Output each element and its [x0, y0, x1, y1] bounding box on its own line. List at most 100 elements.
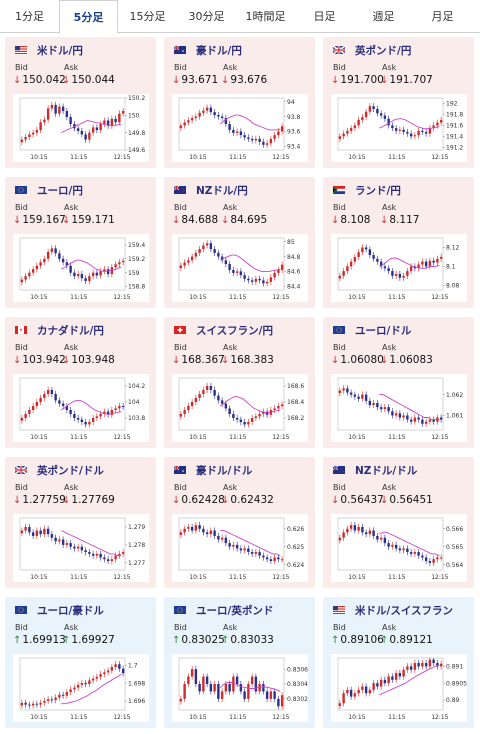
rate-card[interactable]: カナダドル/円 Bid Ask ↓103.942 ↓103.948 104.2 104 103… — [5, 317, 156, 448]
rate-card[interactable]: 英ポンド/円 Bid Ask ↓191.700 ↓191.707 192 191.8 191.… — [323, 37, 474, 168]
candle — [209, 684, 213, 692]
candle — [110, 118, 114, 126]
candle — [391, 411, 394, 416]
pair-title[interactable]: 豪ドル/円 — [174, 43, 242, 58]
pair-title[interactable]: 米ドル/スイスフラン — [333, 603, 453, 618]
candle — [254, 676, 258, 692]
pair-title[interactable]: ユーロ/円 — [15, 183, 83, 198]
candle — [346, 689, 349, 694]
candle — [190, 669, 194, 677]
y-tick-label: 1.062 — [446, 392, 463, 399]
candle — [209, 530, 213, 535]
tab-7[interactable]: 週足 — [372, 10, 395, 23]
tab-2[interactable]: 5分足 — [59, 0, 118, 34]
pair-title[interactable]: カナダドル/円 — [15, 323, 104, 338]
rate-card[interactable]: NZドル/円 Bid Ask ↓84.688 ↓84.695 85 84.8 84.6 84.4… — [164, 177, 315, 308]
pair-title[interactable]: 英ポンド/円 — [333, 43, 411, 58]
candle — [114, 264, 117, 268]
rate-card[interactable]: NZドル/ドル Bid Ask ↓0.56437 ↓0.56451 0.566 0.565 0… — [323, 457, 474, 588]
rate-card[interactable]: ユーロ/ドル Bid Ask ↓1.06080 ↓1.06083 1.062 1.061 10… — [323, 317, 474, 448]
rate-card[interactable]: 米ドル/円 Bid Ask ↓150.042 ↓150.044 150.2 150 149.8… — [5, 37, 156, 168]
candle — [424, 557, 428, 562]
bid-value: ↓103.942 — [13, 354, 66, 366]
candle — [349, 392, 353, 395]
price-chart[interactable]: 192 191.8 191.6 191.4 191.2 10:15 11:15 12:15 — [331, 94, 467, 162]
price-chart[interactable]: 1.7 1.698 1.696 10:15 11:15 12:15 — [13, 654, 149, 722]
rate-card[interactable]: ユーロ/豪ドル Bid Ask ↑1.69913 ↑1.69927 1.7 1.698 1.6… — [5, 597, 156, 728]
candle — [409, 552, 413, 554]
candle — [99, 124, 102, 131]
price-chart[interactable]: 0.566 0.565 0.564 10:15 11:15 12:15 — [331, 514, 467, 582]
tab-4[interactable]: 30分足 — [188, 10, 225, 23]
candle — [413, 663, 417, 670]
price-chart[interactable]: 0.891 0.8905 0.89 10:15 11:15 12:15 — [331, 654, 467, 722]
candle — [239, 548, 243, 551]
candle — [413, 417, 417, 422]
ask-label: Ask — [382, 483, 397, 492]
price-chart[interactable]: 1.279 1.278 1.277 10:15 11:15 12:15 — [13, 514, 149, 582]
y-tick-label: 191.4 — [446, 134, 463, 141]
candle — [35, 402, 39, 406]
pair-name: カナダドル/円 — [37, 325, 104, 337]
price-chart[interactable]: 8.12 8.1 8.08 10:15 11:15 12:15 — [331, 234, 467, 302]
candle — [349, 128, 353, 131]
x-tick-label: 12:15 — [272, 294, 289, 301]
candle — [50, 390, 54, 394]
pair-title[interactable]: 英ポンド/ドル — [15, 463, 104, 478]
arrow-up-icon: ↑ — [13, 635, 22, 646]
candle — [402, 548, 405, 551]
candle — [338, 390, 342, 394]
pair-title[interactable]: ユーロ/英ポンド — [174, 603, 273, 618]
rate-card[interactable]: 米ドル/スイスフラン Bid Ask ↑0.89106 ↑0.89121 0.891 0.8… — [323, 597, 474, 728]
rate-card[interactable]: 英ポンド/ドル Bid Ask ↓1.27759 ↓1.27769 1.279 1.278 1… — [5, 457, 156, 588]
price-chart[interactable]: 1.062 1.061 10:15 11:15 12:15 — [331, 374, 467, 442]
price-chart[interactable]: 168.6 168.4 168.2 10:15 11:15 12:15 — [172, 374, 308, 442]
pair-title[interactable]: 豪ドル/ドル — [174, 463, 252, 478]
pair-title[interactable]: NZドル/円 — [174, 183, 248, 198]
candle — [361, 526, 364, 533]
candle — [342, 133, 345, 137]
bid-number: 103.942 — [22, 354, 66, 366]
rate-card[interactable]: ユーロ/円 Bid Ask ↓159.167 ↓159.171 159.4 159.2 159… — [5, 177, 156, 308]
candle — [338, 136, 342, 139]
candle — [387, 676, 390, 684]
rate-card[interactable]: ユーロ/英ポンド Bid Ask ↑0.83025 ↑0.83033 0.8306 0.83… — [164, 597, 315, 728]
candle — [183, 684, 186, 699]
pair-title[interactable]: ユーロ/豪ドル — [15, 603, 104, 618]
pair-title[interactable]: ユーロ/ドル — [333, 323, 411, 338]
ask-value: ↓1.27769 — [62, 494, 115, 506]
x-tick-label: 11:15 — [229, 714, 246, 721]
price-chart[interactable]: 0.626 0.625 0.624 10:15 11:15 12:15 — [172, 514, 308, 582]
tab-8[interactable]: 月足 — [431, 10, 454, 23]
tab-1[interactable]: 1分足 — [15, 10, 44, 23]
candle — [31, 532, 35, 536]
pair-title[interactable]: スイスフラン/円 — [174, 323, 273, 338]
price-chart[interactable]: 94 93.8 93.6 93.4 10:15 11:15 12:15 — [172, 94, 308, 162]
tab-3[interactable]: 15分足 — [129, 10, 166, 23]
pair-name: ユーロ/英ポンド — [196, 605, 274, 617]
candle — [194, 525, 198, 531]
candle — [232, 676, 235, 692]
candle — [202, 528, 205, 533]
rate-card[interactable]: ランド/円 Bid Ask ↓8.108 ↓8.117 8.12 8.1 8.08 10:15 1… — [323, 177, 474, 308]
pair-title[interactable]: NZドル/ドル — [333, 463, 417, 478]
candle — [35, 130, 39, 133]
y-tick-label: 1.698 — [128, 680, 145, 687]
y-tick-label: 0.625 — [287, 544, 304, 551]
rate-card[interactable]: 豪ドル/円 Bid Ask ↓93.671 ↓93.676 94 93.8 93.6 93.4 1… — [164, 37, 315, 168]
price-chart[interactable]: 85 84.8 84.6 84.4 10:15 11:15 12:15 — [172, 234, 308, 302]
candle — [103, 269, 106, 272]
price-chart[interactable]: 159.4 159.2 159 158.8 10:15 11:15 12:15 — [13, 234, 149, 302]
pair-title[interactable]: 米ドル/円 — [15, 43, 83, 58]
pair-title[interactable]: ランド/円 — [333, 183, 401, 198]
candle-chart-svg: 192 191.8 191.6 191.4 191.2 10:15 11:15 12:15 — [337, 97, 463, 161]
rate-card[interactable]: 豪ドル/ドル Bid Ask ↓0.62428 ↓0.62432 0.626 0.625 0.… — [164, 457, 315, 588]
x-tick-label: 12:15 — [113, 434, 130, 441]
rate-card[interactable]: スイスフラン/円 Bid Ask ↓168.367 ↓168.383 168.6 168.4… — [164, 317, 315, 448]
price-chart[interactable]: 150.2 150 149.8 149.6 10:15 11:15 12:15 — [13, 94, 149, 162]
price-chart[interactable]: 104.2 104 103.8 10:15 11:15 12:15 — [13, 374, 149, 442]
candle — [398, 273, 402, 278]
tab-5[interactable]: 1時間足 — [245, 10, 286, 23]
price-chart[interactable]: 0.8306 0.8304 0.8302 10:15 11:15 12:15 — [172, 654, 308, 722]
tab-6[interactable]: 日足 — [313, 10, 336, 23]
